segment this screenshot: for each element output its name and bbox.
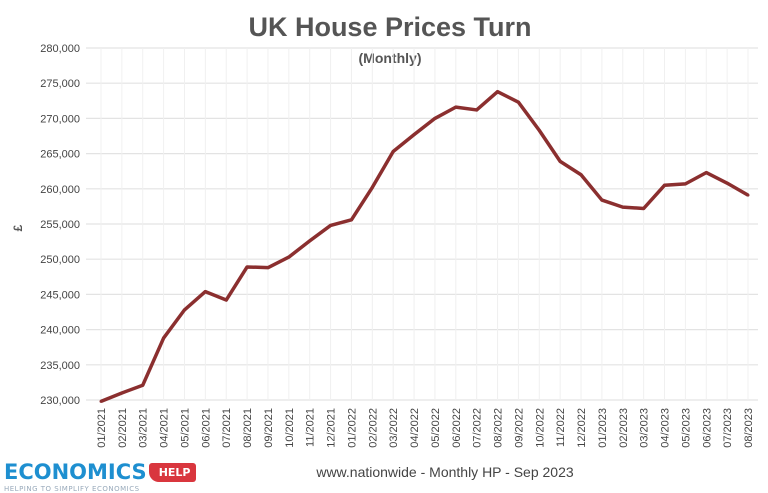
x-tick-label: 12/2021 [326, 408, 338, 448]
data-point [433, 116, 437, 120]
data-point [663, 183, 667, 187]
x-tick-label: 09/2021 [263, 408, 275, 448]
y-tick-label: 280,000 [40, 43, 80, 55]
data-point [579, 173, 583, 177]
x-tick-label: 03/2023 [639, 408, 651, 448]
y-tick-label: 255,000 [40, 219, 80, 231]
data-point [621, 205, 625, 209]
x-tick-label: 01/2023 [597, 408, 609, 448]
x-tick-label: 06/2022 [451, 408, 463, 448]
data-point [516, 100, 520, 104]
logo-name: ECONOMICS [4, 460, 147, 484]
data-point [120, 391, 124, 395]
data-point [496, 90, 500, 94]
x-tick-label: 08/2022 [493, 408, 505, 448]
y-tick-label: 265,000 [40, 149, 80, 161]
data-point [245, 265, 249, 269]
data-point [308, 239, 312, 243]
series-line [100, 89, 749, 404]
x-tick-label: 01/2022 [346, 408, 358, 448]
x-tick-label: 05/2022 [430, 408, 442, 448]
x-tick-label: 07/2022 [472, 408, 484, 448]
x-tick-label: 10/2022 [534, 408, 546, 448]
y-tick-label: 240,000 [40, 325, 80, 337]
x-tick-label: 11/2021 [305, 408, 317, 447]
x-tick-label: 04/2022 [409, 408, 421, 448]
data-point [391, 149, 395, 153]
y-axis-label: £ [11, 224, 25, 231]
y-tick-label: 235,000 [40, 360, 80, 372]
y-tick-label: 275,000 [40, 78, 80, 90]
data-point [266, 266, 270, 270]
data-point [99, 399, 103, 403]
x-tick-label: 08/2021 [242, 408, 254, 448]
x-tick-label: 01/2021 [96, 408, 108, 448]
data-point [287, 255, 291, 259]
y-tick-label: 260,000 [40, 184, 80, 196]
data-point [162, 336, 166, 340]
x-tick-label: 02/2021 [117, 408, 129, 448]
data-point [704, 171, 708, 175]
x-tick-label: 07/2023 [722, 408, 734, 448]
x-tick-label: 06/2023 [701, 408, 713, 448]
data-point [203, 290, 207, 294]
logo-tagline: HELPING TO SIMPLIFY ECONOMICS [4, 485, 140, 493]
data-point [454, 105, 458, 109]
x-tick-label: 10/2021 [284, 408, 296, 448]
x-tick-label: 02/2022 [367, 408, 379, 448]
data-point [537, 128, 541, 132]
x-tick-label: 08/2023 [743, 408, 755, 448]
data-point [746, 193, 750, 197]
data-point [412, 133, 416, 137]
x-tick-label: 06/2021 [200, 408, 212, 448]
x-tick-label: 11/2022 [555, 408, 567, 447]
x-tick-label: 05/2023 [680, 408, 692, 448]
x-tick-label: 12/2022 [576, 408, 588, 448]
x-tick-label: 05/2021 [179, 408, 191, 448]
data-point [370, 185, 374, 189]
x-tick-label: 04/2023 [660, 408, 672, 448]
chart-title: UK House Prices Turn [248, 12, 531, 42]
data-point [182, 308, 186, 312]
y-tick-label: 245,000 [40, 289, 80, 301]
data-point [224, 298, 228, 302]
economics-help-logo: ECONOMICS HELP HELPING TO SIMPLIFY ECONOM… [4, 460, 197, 493]
logo-tag: HELP [148, 462, 197, 482]
data-point [141, 383, 145, 387]
y-tick-label: 250,000 [40, 254, 80, 266]
x-tick-label: 07/2021 [221, 408, 233, 448]
source-note: www.nationwide - Monthly HP - Sep 2023 [315, 464, 574, 480]
x-tick-label: 03/2022 [388, 408, 400, 448]
data-point [600, 198, 604, 202]
data-point [329, 223, 333, 227]
x-tick-label: 03/2021 [138, 408, 150, 448]
data-point [349, 218, 353, 222]
data-point [558, 159, 562, 163]
data-point [683, 182, 687, 186]
data-point [475, 108, 479, 112]
x-tick-label: 04/2021 [159, 408, 171, 448]
x-tick-label: 02/2023 [618, 408, 630, 448]
x-tick-label: 09/2022 [513, 408, 525, 448]
chart-subtitle: (Monthly) [359, 50, 422, 66]
y-tick-label: 270,000 [40, 113, 80, 125]
data-point [725, 181, 729, 185]
data-point [642, 207, 646, 211]
y-tick-label: 230,000 [40, 395, 80, 407]
